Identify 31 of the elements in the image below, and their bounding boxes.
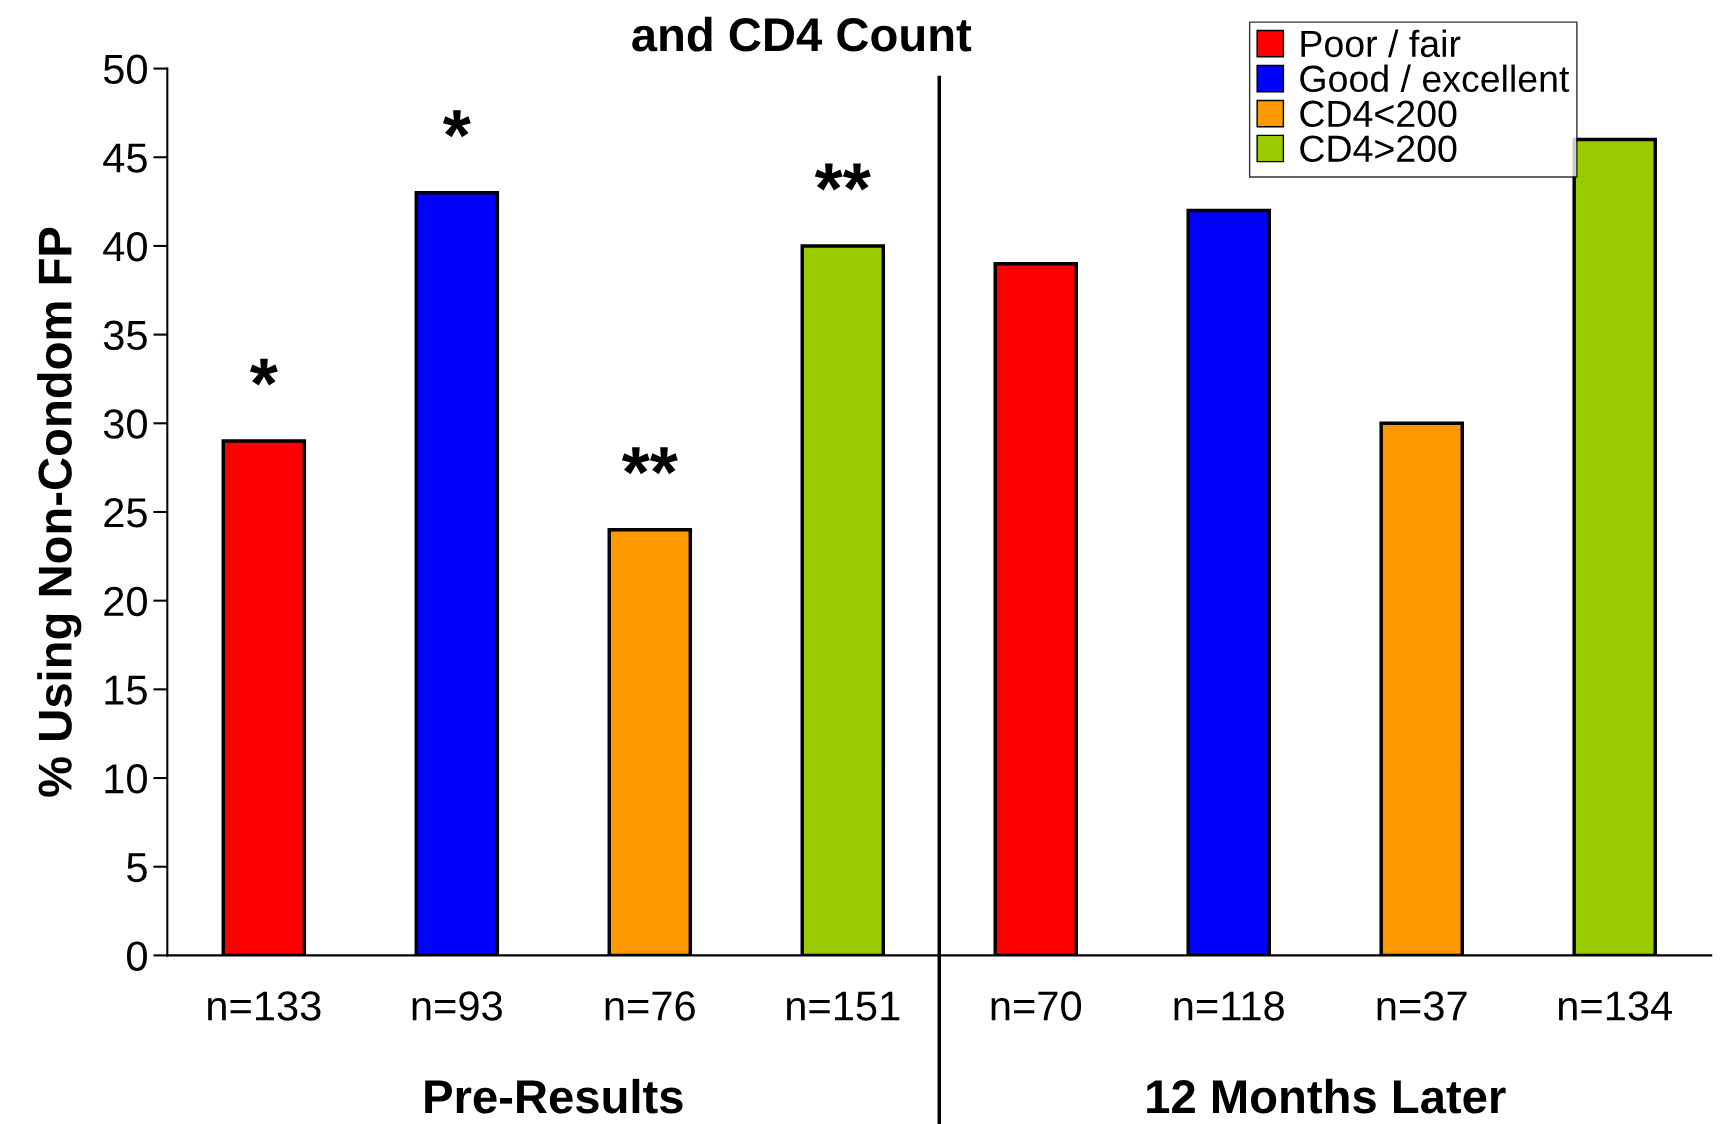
annotation: * xyxy=(249,358,278,386)
x-tick-label: n=133 xyxy=(208,991,321,1021)
y-tick-label: 25 xyxy=(104,497,147,528)
x-tick-label: n=76 xyxy=(605,991,695,1021)
x-tick-label: n=118 xyxy=(1174,991,1284,1021)
y-tick-label: 20 xyxy=(104,586,147,617)
text: Pre-Results xyxy=(425,1078,683,1114)
x-tick-label: n=134 xyxy=(1558,991,1672,1021)
annotation: * xyxy=(442,110,471,138)
y-tick-label: 30 xyxy=(103,409,147,439)
y-tick-label: 35 xyxy=(103,320,147,351)
y-axis-title: % Using Non-Condom FP xyxy=(37,227,82,797)
y-tick-label: 45 xyxy=(103,143,147,173)
legend-label: CD4<200 xyxy=(1300,100,1457,128)
y-tick-label: 50 xyxy=(103,54,147,85)
x-tick-label: n=70 xyxy=(991,991,1082,1021)
y-tick-label: 0 xyxy=(127,941,147,971)
text: 12 Months Later xyxy=(1147,1078,1506,1114)
legend-label: CD4>200 xyxy=(1300,135,1457,163)
legend-label: Good / excellent xyxy=(1300,64,1570,93)
chart-title: and CD4 Count xyxy=(632,16,972,52)
annotation: ** xyxy=(621,447,678,475)
y-tick-label: 5 xyxy=(127,853,147,883)
legend-label: Poor / fair xyxy=(1301,29,1461,58)
y-tick-label: 40 xyxy=(103,231,147,262)
x-tick-label: n=93 xyxy=(412,991,502,1021)
annotation: ** xyxy=(814,163,871,191)
y-tick-label: 15 xyxy=(105,675,147,705)
x-tick-label: n=151 xyxy=(787,991,900,1021)
y-tick-label: 10 xyxy=(105,764,147,794)
x-tick-label: n=37 xyxy=(1377,991,1467,1021)
